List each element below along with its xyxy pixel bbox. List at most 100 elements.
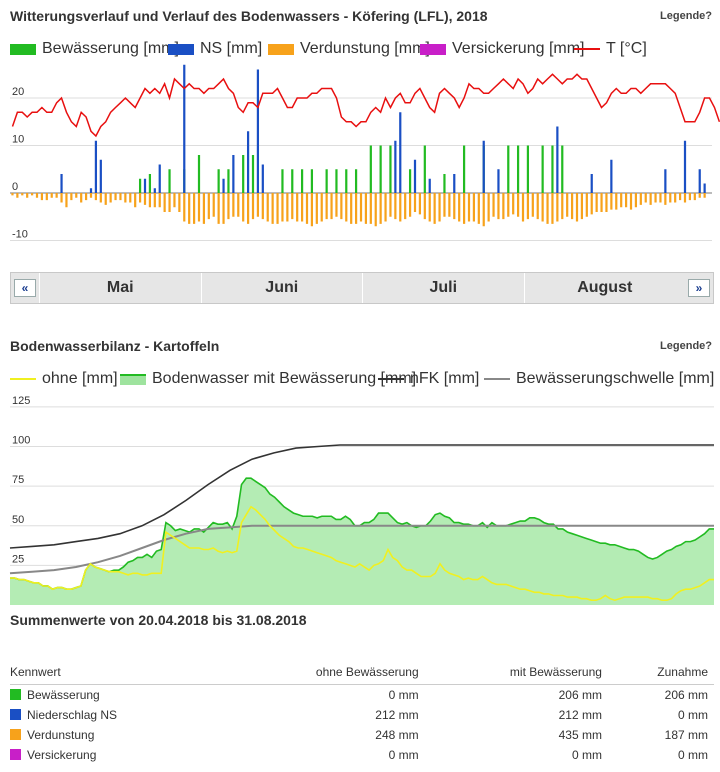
- evaporation-bar: [173, 193, 176, 208]
- summary-table: Kennwert ohne Bewässerung mit Bewässerun…: [10, 662, 714, 765]
- month-may[interactable]: Mai: [39, 273, 201, 303]
- precipitation-bar: [556, 126, 559, 193]
- evaporation-row-swatch: [10, 729, 21, 740]
- evaporation-bar: [325, 193, 328, 220]
- evaporation-bar: [654, 193, 657, 203]
- evaporation-bar: [168, 193, 171, 212]
- evaporation-bar: [340, 193, 343, 220]
- soilwater-area: [10, 478, 714, 605]
- irrigation-bar: [300, 169, 304, 193]
- row-label-cell: Niederschlag NS: [10, 705, 221, 725]
- irrigation-bar: [227, 169, 230, 193]
- evaporation-bar: [443, 193, 446, 217]
- evaporation-bar: [595, 193, 598, 212]
- evaporation-bar: [546, 193, 549, 224]
- evaporation-bar: [35, 193, 39, 198]
- evaporation-bar: [688, 193, 692, 201]
- col-ohne: ohne Bewässerung: [221, 662, 425, 685]
- next-period-button[interactable]: »: [688, 279, 710, 297]
- value-zunahme: 0 mm: [678, 708, 708, 722]
- temperature-swatch: [574, 48, 600, 50]
- value-ohne: 212 mm: [375, 708, 419, 722]
- irrigation-bar: [217, 169, 220, 193]
- seepage-swatch: [420, 43, 446, 55]
- evaporation-bar: [497, 193, 500, 220]
- legend-temperature[interactable]: T [°C]: [574, 40, 647, 58]
- precipitation-bar: [99, 159, 102, 193]
- month-july[interactable]: Juli: [362, 273, 524, 303]
- prev-period-button[interactable]: «: [14, 279, 36, 297]
- evaporation-bar: [119, 193, 122, 201]
- row-label-cell: Verdunstung: [10, 725, 221, 745]
- legend-soilwater-label: Bodenwasser mit Bewässerung [mm]: [152, 370, 417, 387]
- legend-nfk[interactable]: nFK [mm]: [378, 370, 479, 388]
- legend-threshold[interactable]: Bewässerungschwelle [mm]: [484, 370, 714, 388]
- evaporation-bar: [354, 193, 358, 224]
- legend-without[interactable]: ohne [mm]: [10, 370, 118, 388]
- evaporation-bar: [192, 193, 196, 224]
- soilwater-swatch: [120, 373, 146, 385]
- irrigation-bar: [345, 169, 348, 193]
- evaporation-bar: [649, 193, 652, 205]
- evaporation-bar: [183, 193, 186, 222]
- legend-seepage[interactable]: Versickerung [mm]: [420, 40, 584, 58]
- evaporation-bar: [305, 193, 309, 224]
- legend-irrigation[interactable]: Bewässerung [mm]: [10, 40, 179, 58]
- evaporation-bar: [634, 193, 638, 208]
- evaporation-bar: [556, 193, 559, 222]
- month-august[interactable]: August: [523, 273, 686, 303]
- irrigation-bar: [379, 145, 382, 193]
- precipitation-bar: [453, 174, 456, 193]
- weather-legend-link[interactable]: Legende?: [660, 10, 712, 22]
- legend-precipitation[interactable]: NS [mm]: [168, 40, 262, 58]
- without-swatch: [10, 378, 36, 380]
- irrigation-bar: [369, 145, 372, 193]
- evaporation-bar: [197, 193, 201, 222]
- evaporation-bar: [242, 193, 245, 222]
- irrigation-bar: [242, 155, 245, 193]
- evaporation-bar: [644, 193, 647, 203]
- value-zunahme: 206 mm: [664, 688, 708, 702]
- evaporation-bar: [109, 193, 112, 203]
- precipitation-bar: [153, 188, 156, 193]
- evaporation-bar: [408, 193, 412, 217]
- irrigation-bar: [551, 145, 554, 193]
- legend-soilwater[interactable]: Bodenwasser mit Bewässerung [mm]: [120, 370, 416, 388]
- legend-evaporation[interactable]: Verdunstung [mm]: [268, 40, 430, 58]
- precipitation-bar: [703, 183, 706, 193]
- evaporation-bar: [207, 193, 210, 220]
- evaporation-bar: [384, 193, 387, 222]
- precipitation-swatch: [168, 43, 194, 55]
- evaporation-bar: [148, 193, 152, 208]
- evaporation-bar: [502, 193, 505, 220]
- legend-nfk-label: nFK [mm]: [410, 370, 480, 387]
- y-tick-label: 0: [12, 181, 18, 193]
- month-june[interactable]: Juni: [200, 273, 363, 303]
- evaporation-bar: [566, 193, 569, 217]
- evaporation-bar: [217, 193, 220, 224]
- precipitation-row-swatch: [10, 709, 21, 720]
- evaporation-bar: [163, 193, 166, 212]
- evaporation-bar: [492, 193, 495, 217]
- soil-legend-link[interactable]: Legende?: [660, 340, 712, 352]
- evaporation-bar: [526, 193, 530, 220]
- evaporation-bar: [693, 193, 696, 201]
- evaporation-bar: [664, 193, 667, 205]
- weather-chart: 20 10 0 -10: [10, 64, 720, 241]
- y-tick-label: 20: [12, 86, 24, 98]
- evaporation-bar: [227, 193, 230, 220]
- evaporation-bar: [335, 193, 338, 217]
- table-row: Bewässerung 0 mm 206 mm 206 mm: [10, 685, 714, 706]
- evaporation-bar: [703, 193, 706, 198]
- without-line: [10, 505, 714, 602]
- evaporation-bar: [75, 193, 78, 198]
- row-label: Verdunstung: [27, 728, 95, 742]
- irrigation-bar: [335, 169, 338, 193]
- irrigation-swatch: [10, 43, 36, 55]
- evaporation-bar: [40, 193, 44, 201]
- evaporation-bar: [271, 193, 274, 224]
- irrigation-bar: [408, 169, 412, 193]
- evaporation-bar: [482, 193, 485, 227]
- month-navigation: « Mai Juni Juli August »: [10, 272, 714, 304]
- precipitation-bar: [664, 169, 667, 193]
